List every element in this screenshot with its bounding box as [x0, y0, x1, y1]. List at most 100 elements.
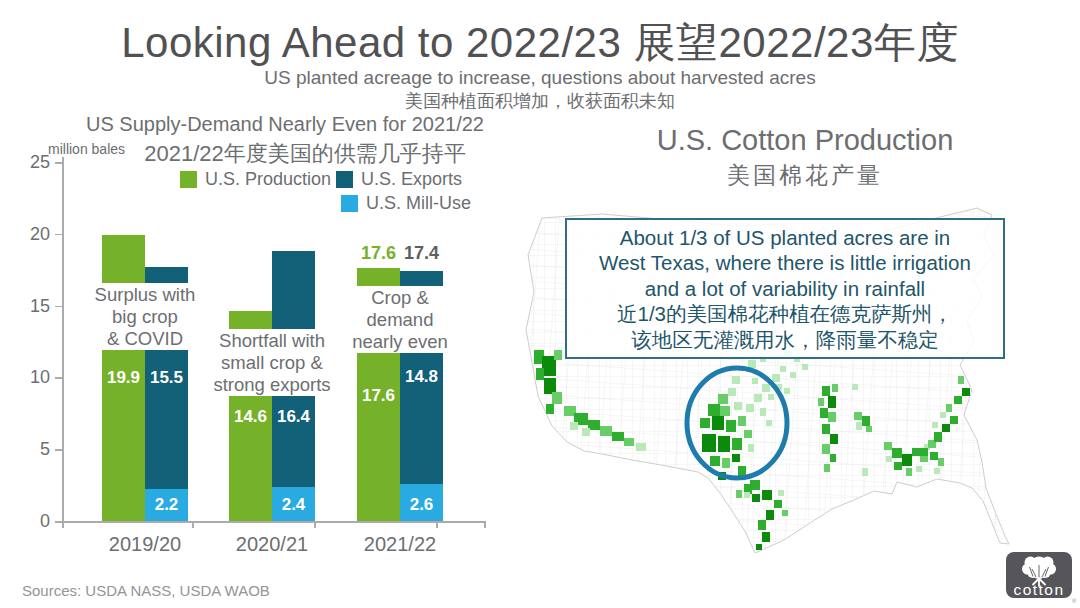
cotton-region-cell [762, 384, 770, 392]
cotton-region-cell [862, 416, 870, 426]
y-tick-label: 20 [14, 224, 50, 245]
cotton-region-cell [818, 398, 824, 406]
cotton-region-cell [828, 412, 836, 422]
total-label: 17.6 [357, 243, 400, 264]
exports-value-label: 15.5 [145, 368, 188, 388]
x-tick [436, 521, 438, 528]
cotton-region-cell [782, 510, 788, 516]
cotton-region-cell [916, 466, 922, 472]
y-tick [55, 162, 62, 164]
exports-value-label: 16.4 [272, 407, 315, 427]
cotton-region-cell [962, 388, 970, 396]
cotton-region-cell [738, 416, 746, 426]
x-tick [484, 521, 486, 528]
cotton-region-cell [854, 412, 862, 420]
cotton-region-cell [932, 422, 938, 428]
cotton-region-cell [822, 424, 830, 434]
map-title: U.S. Cotton Production [570, 124, 1040, 157]
cotton-region-cell [778, 490, 784, 496]
cotton-region-cell [600, 426, 612, 436]
cotton-region-cell [536, 414, 546, 424]
cotton-region-cell [726, 420, 736, 432]
callout-line-5: 该地区无灌溉用水，降雨量不稳定 [567, 327, 1003, 352]
y-tick-label: 10 [14, 367, 50, 388]
y-tick [55, 521, 62, 523]
cotton-region-cell [738, 466, 746, 476]
cotton-region-cell [712, 416, 724, 430]
x-tick [314, 521, 316, 528]
cotton-region-cell [758, 520, 766, 530]
cotton-region-cell [822, 444, 830, 454]
cotton-region-cell [720, 406, 730, 416]
cotton-region-cell [542, 356, 556, 376]
cotton-region-cell [894, 462, 902, 470]
cotton-region-cell [736, 490, 742, 498]
cotton-region-cell [750, 480, 760, 490]
registered-mark: ® [1072, 598, 1077, 604]
map-title-zh: 美国棉花产量 [570, 160, 1040, 191]
cotton-region-cell [884, 442, 892, 450]
cotton-region-cell [902, 454, 912, 466]
milluse-value-label: 2.2 [145, 495, 188, 515]
cotton-region-cell [774, 500, 782, 508]
cotton-region-cell [946, 404, 952, 412]
cotton-region-cell [820, 408, 828, 418]
exports-value-label: 14.8 [400, 367, 443, 387]
cotton-region-cell [768, 394, 774, 400]
cotton-region-cell [760, 408, 766, 416]
cotton-region-cell [752, 378, 758, 384]
cotton-region-cell [920, 448, 928, 456]
cotton-region-cell [554, 350, 562, 360]
cotton-region-cell [732, 376, 740, 384]
cotton-region-cell [748, 444, 754, 452]
logo-text: cotton [1013, 581, 1064, 598]
production-value-label: 17.6 [357, 386, 400, 406]
cotton-region-cell [636, 443, 646, 451]
cotton-region-cell [852, 384, 858, 390]
cotton-region-cell [934, 432, 942, 442]
cotton-region-cell [954, 396, 962, 404]
slide: Looking Ahead to 2022/23 展望2022/23年度 US … [0, 0, 1080, 608]
callout-line-4: 近1/3的美国棉花种植在德克萨斯州， [567, 301, 1003, 326]
cotton-region-cell [766, 510, 774, 520]
cotton-region-cell [780, 366, 786, 372]
callout-line-1: About 1/3 of US planted acres are in [567, 225, 1003, 250]
cotton-region-cell [546, 404, 554, 414]
cotton-region-cell [950, 416, 958, 424]
cotton-region-cell [552, 392, 562, 404]
cotton-region-cell [832, 384, 838, 392]
cotton-region-cell [892, 448, 902, 458]
x-tick [192, 521, 194, 528]
y-tick [55, 234, 62, 236]
cotton-region-cell [732, 438, 742, 450]
cotton-region-cell [978, 360, 984, 366]
cotton-region-cell [728, 388, 736, 396]
cotton-region-cell [702, 434, 716, 452]
cotton-region-cell [938, 458, 944, 466]
cotton-region-cell [746, 404, 754, 412]
map-callout-box: About 1/3 of US planted acres are in Wes… [565, 218, 1005, 359]
cotton-region-cell [856, 422, 862, 430]
cotton-region-cell [612, 432, 624, 441]
milluse-value-label: 2.4 [272, 495, 315, 515]
bar-annotation: Crop &demandnearly even [347, 286, 453, 353]
cotton-region-cell [974, 378, 980, 384]
cotton-region-cell [958, 376, 964, 384]
y-tick-label: 0 [14, 511, 50, 532]
cotton-region-cell [756, 544, 762, 550]
cotton-region-cell [784, 388, 790, 394]
cotton-region-cell [830, 434, 838, 444]
production-value-label: 14.6 [229, 407, 272, 427]
cotton-region-cell [624, 438, 634, 446]
cotton-region-cell [762, 532, 770, 542]
cotton-region-cell [772, 374, 780, 382]
bar-chart-plot: 0510152025Surplus withbig crop& COVID19.… [0, 0, 540, 608]
callout-line-2: West Texas, where there is little irriga… [567, 250, 1003, 275]
cotton-region-cell [708, 404, 720, 416]
cotton-region-cell [766, 420, 772, 426]
cotton-region-cell [886, 456, 892, 462]
cotton-region-cell [762, 490, 772, 500]
cotton-region-cell [828, 396, 836, 408]
cotton-region-cell [940, 412, 946, 418]
cotton-region-cell [582, 428, 590, 436]
